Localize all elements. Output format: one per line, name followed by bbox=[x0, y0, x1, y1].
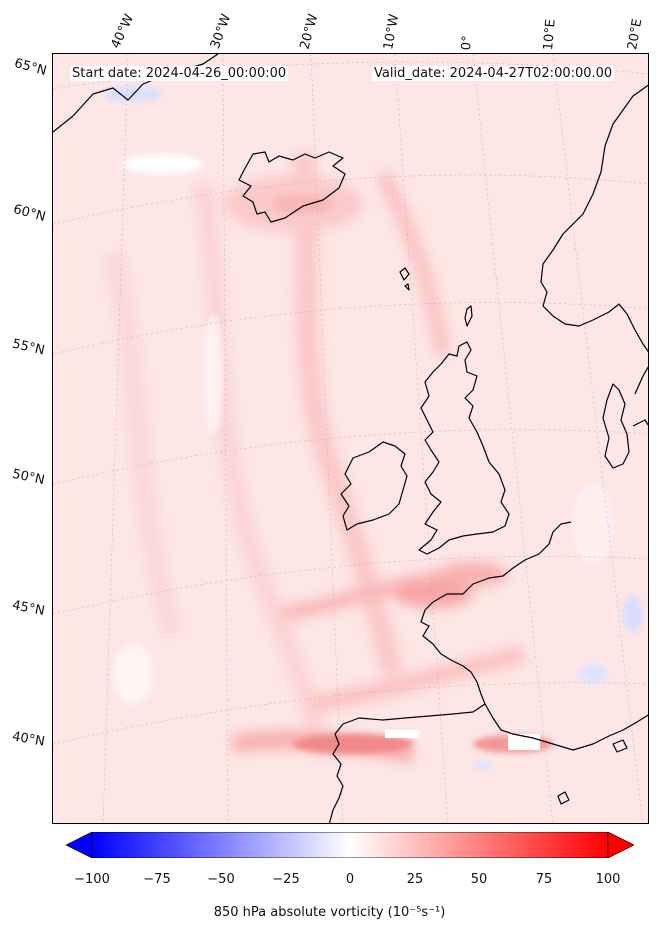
coastlines bbox=[53, 54, 648, 823]
lat-label-50n: 50°N bbox=[10, 466, 46, 489]
colorbar-under-triangle bbox=[66, 832, 93, 858]
lon-label-0: 0° bbox=[459, 34, 476, 51]
vorticity-field bbox=[103, 86, 643, 771]
lat-label-60n: 60°N bbox=[11, 202, 48, 225]
coast-great-britain bbox=[418, 341, 510, 555]
coast-norway bbox=[540, 84, 648, 353]
lat-label-65n: 65°N bbox=[12, 56, 49, 79]
coast-france bbox=[432, 521, 572, 603]
colorbar bbox=[66, 832, 634, 858]
lat-label-55n: 55°N bbox=[10, 336, 47, 359]
colorbar-tick: 25 bbox=[406, 872, 424, 887]
map-panel bbox=[52, 53, 649, 824]
colorbar-bar bbox=[91, 832, 609, 858]
lon-label-10w: 10°W bbox=[381, 13, 403, 52]
coast-iberia bbox=[328, 703, 486, 823]
colorbar-tick: 100 bbox=[595, 872, 621, 887]
lon-label-10e: 10°E bbox=[541, 18, 559, 52]
lat-label-40n: 40°N bbox=[10, 729, 46, 750]
coast-iceland bbox=[238, 151, 346, 223]
coast-denmark bbox=[602, 383, 630, 469]
lon-label-40w: 40°W bbox=[108, 12, 138, 51]
vorticity-map bbox=[53, 54, 648, 823]
colorbar-tick: −25 bbox=[272, 872, 300, 887]
coast-ireland bbox=[340, 441, 408, 531]
colorbar-tick: −75 bbox=[143, 872, 171, 887]
start-date-label: Start date: 2024-04-26_00:00:00 bbox=[70, 66, 289, 81]
colorbar-tick: 50 bbox=[470, 872, 488, 887]
colorbar-tick: 75 bbox=[535, 872, 553, 887]
lat-label-45n: 45°N bbox=[10, 598, 46, 619]
coast-shetland bbox=[464, 305, 473, 327]
colorbar-tick: −100 bbox=[74, 872, 110, 887]
coast-faroe bbox=[399, 267, 410, 281]
lon-label-20w: 20°W bbox=[297, 12, 322, 51]
colorbar-tick: −50 bbox=[207, 872, 235, 887]
lon-label-30w: 30°W bbox=[207, 12, 235, 51]
lon-label-20e: 20°E bbox=[625, 17, 646, 52]
colorbar-label: 850 hPa absolute vorticity (10⁻⁵s⁻¹) bbox=[213, 905, 446, 920]
valid-date-label: Valid_date: 2024-04-27T02:00:00.00 bbox=[372, 66, 615, 81]
graticule bbox=[53, 54, 648, 823]
colorbar-tick: 0 bbox=[345, 872, 355, 887]
colorbar-over-triangle bbox=[607, 832, 634, 858]
